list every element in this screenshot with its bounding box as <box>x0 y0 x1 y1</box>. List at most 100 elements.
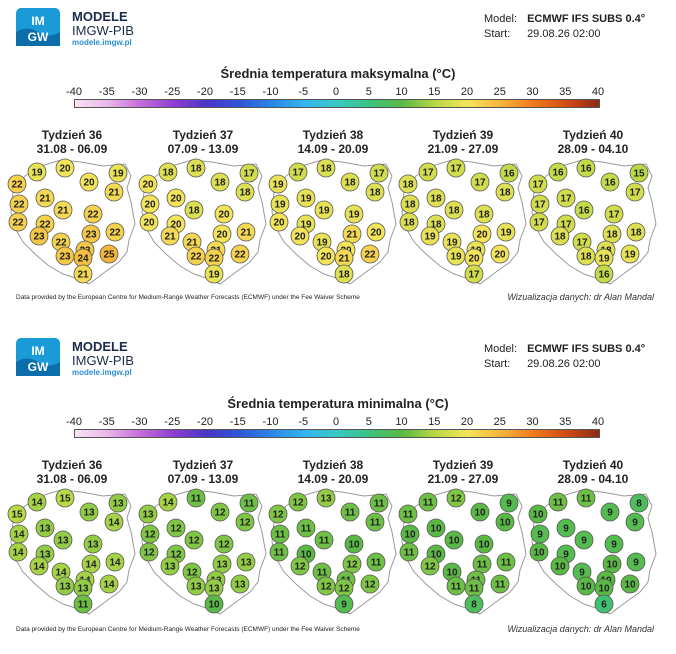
station-circle <box>444 530 464 550</box>
station-circle <box>73 264 93 284</box>
station-marker: 18 <box>495 182 515 202</box>
station-value: 19 <box>208 270 220 281</box>
week-label: Tydzień 36 <box>41 458 103 472</box>
station-marker: 9 <box>556 518 576 538</box>
station-marker: 19 <box>312 232 332 252</box>
station-circle <box>204 594 224 614</box>
station-circle <box>529 212 549 232</box>
station-marker: 10 <box>550 556 570 576</box>
station-value: 17 <box>560 220 572 231</box>
colorbar <box>74 429 600 438</box>
station-circle <box>464 594 484 614</box>
station-circle <box>600 502 620 522</box>
station-marker: 14 <box>29 556 49 576</box>
station-circle <box>29 226 49 246</box>
station-value: 12 <box>186 568 198 579</box>
station-value: 20 <box>216 230 228 241</box>
station-marker: 10 <box>529 542 549 562</box>
station-marker: 17 <box>288 162 308 182</box>
station-value: 18 <box>554 232 566 243</box>
station-value: 19 <box>31 168 43 179</box>
station-circle <box>210 172 230 192</box>
week-label: Tydzień 39 <box>432 128 494 142</box>
station-marker: 18 <box>626 222 646 242</box>
colorbar-tick-label: 10 <box>395 416 408 428</box>
station-value: 17 <box>450 164 462 175</box>
station-value: 11 <box>477 560 488 571</box>
colorbar-tick-label: -25 <box>164 416 181 428</box>
station-circle <box>166 518 186 538</box>
station-circle <box>27 162 47 182</box>
station-marker: 11 <box>296 518 316 538</box>
station-marker: 18 <box>340 172 360 192</box>
station-circle <box>470 502 490 522</box>
station-circle <box>138 174 158 194</box>
station-value: 9 <box>506 499 512 510</box>
station-circle <box>398 504 418 524</box>
logo-url[interactable]: modele.imgw.pl <box>72 37 132 47</box>
station-marker: 20 <box>79 172 99 192</box>
station-value: 12 <box>338 584 350 595</box>
poland-map: 1718171918181919192019192020192120202122… <box>268 158 397 285</box>
station-value: 19 <box>300 194 312 205</box>
station-marker: 18 <box>158 162 178 182</box>
station-marker: 19 <box>204 264 224 284</box>
station-circle <box>369 163 389 183</box>
station-circle <box>316 158 336 178</box>
station-marker: 16 <box>576 158 596 178</box>
station-circle <box>79 172 99 192</box>
colorbar-tick-label: 25 <box>493 416 506 428</box>
station-value: 9 <box>563 550 569 561</box>
station-marker: 11 <box>496 552 516 572</box>
colorbar-tick-label: 15 <box>428 86 441 98</box>
station-value: 11 <box>191 494 202 505</box>
station-value: 13 <box>142 510 154 521</box>
min-temp-panel: IM GW MODELE IMGW-PIB modele.imgw.pl Mod… <box>0 330 676 654</box>
station-value: 20 <box>476 230 488 241</box>
station-value: 19 <box>300 220 312 231</box>
station-marker: 19 <box>108 163 128 183</box>
station-value: 19 <box>450 252 462 263</box>
colorbar-tick-label: -30 <box>131 416 148 428</box>
station-circle <box>314 200 334 220</box>
station-circle <box>495 182 515 202</box>
station-circle <box>204 264 224 284</box>
station-value: 11 <box>374 499 385 510</box>
station-marker: 13 <box>73 578 93 598</box>
station-value: 9 <box>579 568 585 579</box>
station-value: 19 <box>318 206 330 217</box>
station-value: 13 <box>164 562 176 573</box>
colorbar-tick-label: -5 <box>298 86 309 98</box>
station-circle <box>235 182 255 202</box>
station-circle <box>426 518 446 538</box>
model-info: Model: ECMWF IFS SUBS 0.4° Start: 29.08.… <box>484 342 645 372</box>
week-heading: Tydzień 40 28.09 - 04.10 <box>528 458 658 486</box>
logo-url[interactable]: modele.imgw.pl <box>72 367 132 377</box>
colorbar-tick-label: 40 <box>591 86 605 98</box>
station-circle <box>55 488 75 508</box>
station-marker: 12 <box>235 512 255 532</box>
station-circle <box>366 552 386 572</box>
station-marker: 18 <box>444 200 464 220</box>
station-value: 14 <box>85 560 97 571</box>
station-value: 14 <box>108 518 120 529</box>
week-heading: Tydzień 38 14.09 - 20.09 <box>268 128 398 156</box>
colorbar-tick-label: -20 <box>197 86 213 98</box>
station-value: 6 <box>601 600 607 611</box>
station-value: 19 <box>348 210 360 221</box>
station-circle <box>269 542 289 562</box>
station-circle <box>73 594 93 614</box>
station-circle <box>620 244 640 264</box>
station-marker: 18 <box>365 182 385 202</box>
station-marker: 11 <box>366 552 386 572</box>
week-dates: 07.09 - 13.09 <box>167 472 239 486</box>
station-value: 11 <box>78 600 89 611</box>
station-circle <box>27 492 47 512</box>
station-circle <box>158 162 178 182</box>
model-label: Model: <box>484 13 518 25</box>
station-marker: 12 <box>140 524 160 544</box>
station-value: 11 <box>275 530 286 541</box>
station-value: 21 <box>39 194 51 205</box>
station-value: 19 <box>500 228 512 239</box>
station-circle <box>594 594 614 614</box>
